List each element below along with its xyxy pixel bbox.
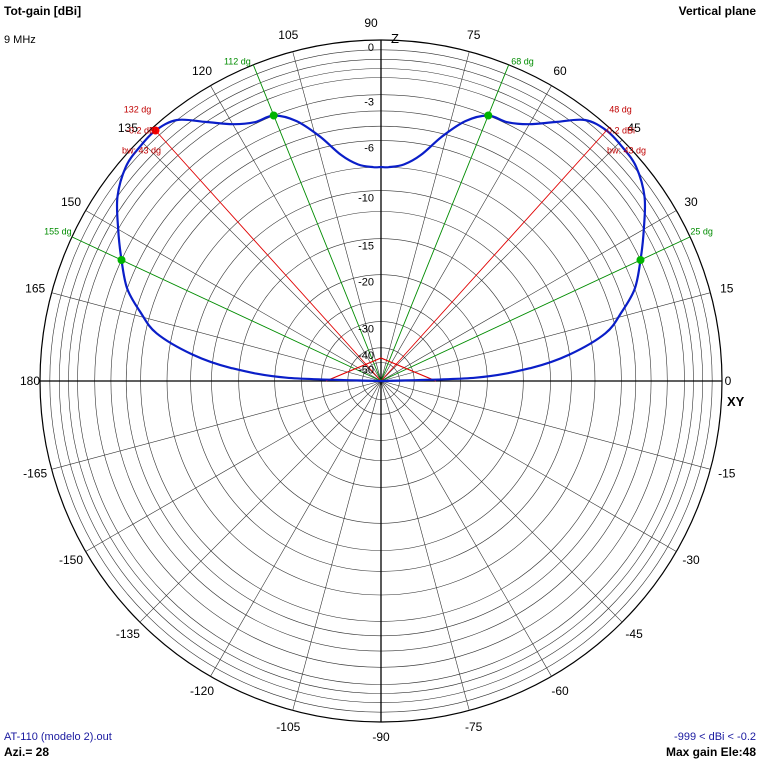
beamwidth-point: [636, 256, 645, 264]
radial-tick-label: -3: [364, 97, 374, 109]
radial-tick-label: -10: [358, 193, 374, 205]
grid-spoke: [139, 139, 382, 382]
polar-grid: [39, 39, 723, 723]
angle-tick-label: 180: [20, 374, 40, 388]
beamwidth-label: 25 dg: [690, 227, 713, 237]
azimuth-label: Azi.= 28: [4, 745, 50, 759]
grid-spoke: [380, 380, 677, 552]
angle-tick-label: 0: [725, 374, 732, 388]
grid-spoke: [380, 380, 552, 677]
pattern-layer: [115, 111, 647, 383]
angle-tick-label: 45: [627, 121, 641, 135]
grid-spoke: [380, 380, 623, 623]
radial-tick-label: -20: [358, 277, 374, 289]
angle-tick-label: 165: [25, 281, 45, 295]
angle-tick-label: -90: [372, 730, 390, 744]
max-gain-label: -0.2 dBi: [126, 126, 157, 136]
z-axis-label: Z: [391, 31, 399, 46]
max-bw-label: bw: 43 dg: [607, 146, 646, 156]
angle-tick-label: -165: [23, 467, 47, 481]
beamwidth-label: 155 dg: [44, 227, 72, 237]
beamwidth-point: [484, 111, 493, 120]
max-gain-line: [380, 130, 607, 382]
angle-tick-label: 15: [720, 281, 734, 295]
file-label: AT-110 (modelo 2).out: [4, 731, 112, 743]
max-gain-label: Max gain Ele:48: [665, 745, 756, 759]
radial-tick-label: -50: [358, 365, 374, 377]
angle-tick-label: -30: [682, 553, 700, 567]
angle-tick-label: -45: [625, 627, 643, 641]
angle-tick-label: 90: [364, 16, 378, 30]
beamwidth-point: [269, 111, 278, 120]
grid-spoke: [380, 210, 677, 382]
angle-tick-label: 105: [278, 28, 298, 42]
angle-tick-label: -75: [465, 720, 483, 734]
angle-tick-label: 150: [61, 195, 81, 209]
chart-title: Tot-gain [dBi]: [4, 4, 82, 18]
angle-tick-label: 60: [553, 64, 567, 78]
angle-tick-label: 120: [192, 64, 212, 78]
radial-tick-label: 0: [368, 42, 374, 54]
grid-spoke: [51, 380, 382, 470]
chart-labels: 0153045607590105120135150165180-15-30-45…: [20, 16, 745, 744]
radial-tick-label: -15: [358, 241, 374, 253]
frequency-label: 9 MHz: [4, 34, 36, 46]
grid-spoke: [210, 380, 382, 677]
beamwidth-point: [117, 256, 126, 264]
grid-spoke: [380, 85, 552, 382]
grid-spoke: [380, 380, 470, 711]
max-gain-point: [151, 126, 160, 135]
grid-spoke: [380, 139, 623, 382]
max-angle-label: 48 dg: [609, 105, 632, 115]
angle-tick-label: 30: [684, 195, 698, 209]
grid-spoke: [139, 380, 382, 623]
radial-tick-label: -6: [364, 143, 374, 155]
angle-tick-label: 135: [118, 121, 138, 135]
grid-spoke: [380, 380, 711, 470]
grid-spoke: [292, 380, 382, 711]
xy-axis-label: XY: [727, 394, 745, 409]
angle-tick-label: -105: [276, 720, 300, 734]
pattern-line: [115, 114, 647, 383]
origin-triangle: [325, 357, 437, 382]
radial-tick-label: -30: [358, 324, 374, 336]
grid-spoke: [380, 292, 711, 382]
plane-label: Vertical plane: [678, 4, 756, 18]
angle-tick-label: -15: [718, 467, 736, 481]
grid-spoke: [51, 292, 382, 382]
angle-tick-label: 75: [467, 28, 481, 42]
beamwidth-label: 68 dg: [511, 57, 534, 67]
max-gain-label: -0.2 dBi: [604, 126, 635, 136]
max-gain-line: [155, 130, 382, 382]
grid-spoke: [85, 210, 382, 382]
grid-spoke: [85, 380, 382, 552]
beamwidth-label: 112 dg: [224, 57, 251, 67]
angle-tick-label: -150: [59, 553, 83, 567]
grid-spoke: [380, 51, 470, 382]
max-bw-label: bw: 43 dg: [122, 146, 161, 156]
angle-tick-label: -60: [551, 684, 569, 698]
max-angle-label: 132 dg: [124, 105, 152, 115]
angle-tick-label: -135: [116, 627, 140, 641]
angle-tick-label: -120: [190, 684, 214, 698]
range-label: -999 < dBi < -0.2: [674, 731, 756, 743]
grid-spoke: [292, 51, 382, 382]
radial-tick-label: -40: [358, 350, 374, 362]
grid-spoke: [210, 85, 382, 382]
